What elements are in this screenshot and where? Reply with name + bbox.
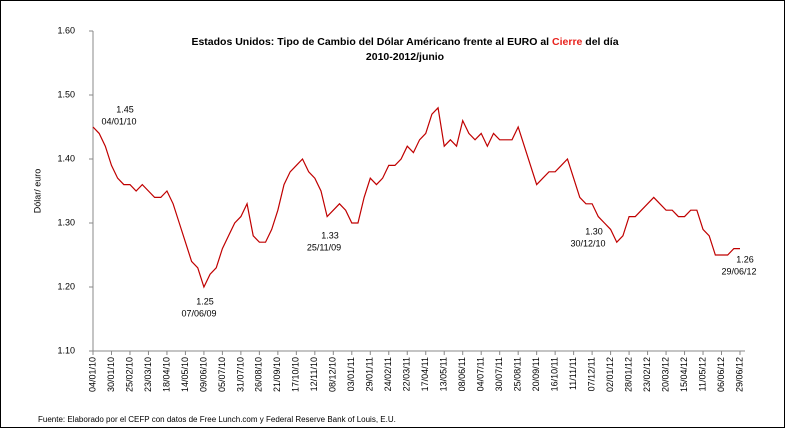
x-tick-label: 13/05/11 <box>439 357 449 391</box>
annotation-date: 25/11/09 <box>307 242 341 252</box>
x-tick-label: 12/11/10 <box>309 357 319 391</box>
annotation-date: 30/12/10 <box>570 238 605 248</box>
x-tick-label: 07/12/11 <box>586 357 596 391</box>
x-tick-label: 11/05/12 <box>697 357 707 391</box>
x-tick-label: 04/01/10 <box>87 357 97 392</box>
x-tick-label: 16/10/11 <box>550 357 560 391</box>
x-tick-label: 17/10/10 <box>291 357 301 392</box>
annotation-value: 1.25 <box>196 296 214 306</box>
x-tick-label: 02/01/12 <box>605 357 615 392</box>
x-tick-label: 09/06/10 <box>198 357 208 392</box>
x-tick-label: 28/01/12 <box>623 357 633 392</box>
x-tick-label: 15/04/12 <box>679 357 689 392</box>
x-tick-label: 25/02/10 <box>124 357 134 392</box>
annotation-value: 1.26 <box>736 254 754 264</box>
x-tick-label: 08/06/11 <box>457 357 467 391</box>
chart-subtitle: 2010-2012/junio <box>366 51 444 63</box>
x-tick-label: 17/04/11 <box>420 357 430 391</box>
x-tick-label: 23/03/10 <box>143 357 153 392</box>
x-tick-label: 04/07/11 <box>476 357 486 391</box>
x-tick-label: 08/12/10 <box>328 357 338 392</box>
x-tick-label: 21/09/10 <box>272 357 282 392</box>
x-tick-label: 14/05/10 <box>180 357 190 392</box>
x-tick-label: 20/09/11 <box>531 357 541 391</box>
x-tick-label: 29/01/11 <box>365 357 375 391</box>
x-tick-label: 20/03/12 <box>660 357 670 392</box>
annotation-date: 04/01/10 <box>101 116 136 126</box>
x-tick-label: 26/08/10 <box>254 357 264 392</box>
y-tick-label: 1.30 <box>57 217 75 227</box>
x-tick-label: 25/08/11 <box>513 357 523 391</box>
y-tick-label: 1.40 <box>57 153 75 163</box>
y-tick-label: 1.60 <box>57 25 75 35</box>
x-tick-label: 30/01/10 <box>106 357 116 392</box>
x-tick-label: 22/03/11 <box>402 357 412 391</box>
x-tick-label: 29/06/12 <box>734 357 744 392</box>
x-tick-label: 11/11/11 <box>568 357 578 390</box>
annotation-value: 1.33 <box>321 230 339 240</box>
y-tick-label: 1.10 <box>57 345 75 355</box>
annotation-value: 1.45 <box>116 104 134 114</box>
annotation-date: 07/06/09 <box>181 308 216 318</box>
x-tick-label: 31/07/10 <box>235 357 245 392</box>
x-tick-label: 30/07/11 <box>494 357 504 391</box>
title-part: del día <box>582 36 618 48</box>
title-part: Estados Unidos: Tipo de Cambio del Dólar… <box>191 36 552 48</box>
annotation-date: 29/06/12 <box>721 266 756 276</box>
title-highlight: Cierre <box>552 36 583 48</box>
x-tick-label: 06/06/12 <box>716 357 726 392</box>
chart-title: Estados Unidos: Tipo de Cambio del Dólar… <box>191 36 618 48</box>
x-tick-label: 18/04/10 <box>161 357 171 392</box>
x-tick-label: 05/07/10 <box>217 357 227 392</box>
x-tick-label: 23/02/12 <box>642 357 652 392</box>
y-tick-label: 1.20 <box>57 281 75 291</box>
y-tick-label: 1.50 <box>57 89 75 99</box>
x-tick-label: 03/01/11 <box>346 357 356 391</box>
source-note: Fuente: Elaborado por el CEFP con datos … <box>38 415 396 424</box>
x-tick-label: 24/02/11 <box>383 357 393 391</box>
y-axis-label: Dólar/ euro <box>32 169 42 214</box>
data-line <box>92 106 740 289</box>
annotation-value: 1.30 <box>585 226 603 236</box>
